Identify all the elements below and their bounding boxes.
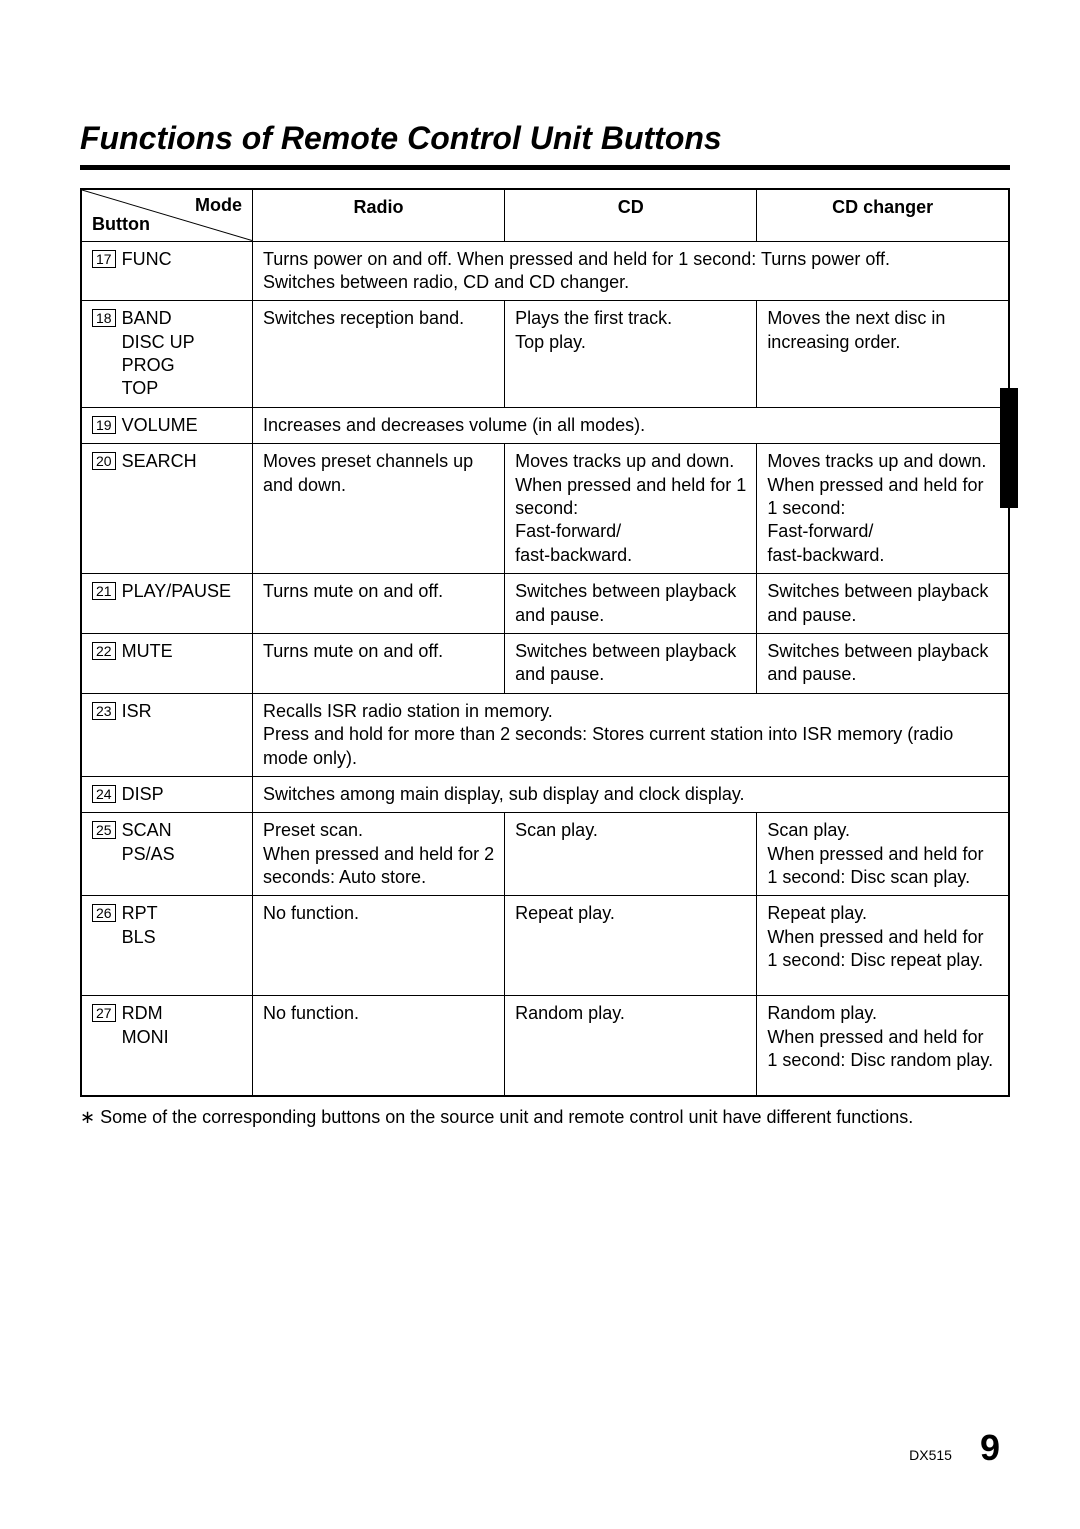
- header-cd: CD: [505, 189, 757, 241]
- ref-number: 25: [92, 821, 116, 839]
- button-cell: 21 PLAY/PAUSE: [81, 574, 252, 634]
- ref-number: 17: [92, 250, 116, 268]
- table-row: 17 FUNC Turns power on and off. When press…: [81, 241, 1009, 301]
- table-row: 18 BANDDISC UPPROGTOP Switches reception b…: [81, 301, 1009, 408]
- button-label: PLAY/PAUSE: [122, 580, 231, 603]
- header-cd-changer: CD changer: [757, 189, 1009, 241]
- table-row: 26 RPTBLS No function.Repeat play.Repeat p…: [81, 896, 1009, 996]
- button-label: RPTBLS: [122, 902, 158, 949]
- button-cell: 19 VOLUME: [81, 407, 252, 443]
- function-cell-changer: Random play.When pressed and held for 1 …: [757, 996, 1009, 1096]
- button-label: VOLUME: [122, 414, 198, 437]
- function-cell-cd: Plays the first track.Top play.: [505, 301, 757, 408]
- function-cell-cd: Moves tracks up and down.When pressed an…: [505, 444, 757, 574]
- function-cell-changer: Scan play.When pressed and held for 1 se…: [757, 813, 1009, 896]
- button-cell: 17 FUNC: [81, 241, 252, 301]
- function-cell-full: Recalls ISR radio station in memory.Pres…: [252, 693, 1009, 776]
- function-cell-radio: Switches reception band.: [252, 301, 504, 408]
- button-cell: 20 SEARCH: [81, 444, 252, 574]
- header-mode-label: Mode: [195, 194, 242, 217]
- function-cell-radio: Preset scan.When pressed and held for 2 …: [252, 813, 504, 896]
- table-row: 25 SCANPS/AS Preset scan.When pressed and …: [81, 813, 1009, 896]
- ref-number: 19: [92, 416, 116, 434]
- ref-number: 24: [92, 785, 116, 803]
- function-cell-changer: Moves tracks up and down.When pressed an…: [757, 444, 1009, 574]
- button-label: RDMMONI: [122, 1002, 169, 1049]
- table-row: 24 DISP Switches among main display, sub d…: [81, 776, 1009, 812]
- button-cell: 24 DISP: [81, 776, 252, 812]
- header-mode-button: Mode Button: [81, 189, 252, 241]
- page-footer: DX515 9: [909, 1427, 1000, 1469]
- title-rule: [80, 165, 1010, 170]
- function-cell-full: Increases and decreases volume (in all m…: [252, 407, 1009, 443]
- button-cell: 22 MUTE: [81, 633, 252, 693]
- button-cell: 25 SCANPS/AS: [81, 813, 252, 896]
- button-label: MUTE: [122, 640, 173, 663]
- functions-table: Mode Button Radio CD CD changer 17 FUNC Tu…: [80, 188, 1010, 1097]
- function-cell-radio: No function.: [252, 896, 504, 996]
- button-cell: 23 ISR: [81, 693, 252, 776]
- side-tab: [1000, 388, 1018, 508]
- function-cell-full: Switches among main display, sub display…: [252, 776, 1009, 812]
- button-label: SEARCH: [122, 450, 197, 473]
- function-cell-cd: Random play.: [505, 996, 757, 1096]
- function-cell-radio: No function.: [252, 996, 504, 1096]
- button-label: ISR: [122, 700, 152, 723]
- button-label: FUNC: [122, 248, 172, 271]
- button-label: SCANPS/AS: [122, 819, 175, 866]
- footnote: ∗ Some of the corresponding buttons on t…: [80, 1107, 1010, 1128]
- header-button-label: Button: [92, 213, 150, 236]
- table-row: 27 RDMMONI No function.Random play.Random …: [81, 996, 1009, 1096]
- function-cell-cd: Scan play.: [505, 813, 757, 896]
- button-cell: 18 BANDDISC UPPROGTOP: [81, 301, 252, 408]
- function-cell-radio: Turns mute on and off.: [252, 574, 504, 634]
- function-cell-cd: Switches between playback and pause.: [505, 574, 757, 634]
- function-cell-changer: Moves the next disc in increasing order.: [757, 301, 1009, 408]
- ref-number: 23: [92, 702, 116, 720]
- table-row: 20 SEARCH Moves preset channels up and dow…: [81, 444, 1009, 574]
- ref-number: 18: [92, 309, 116, 327]
- ref-number: 22: [92, 642, 116, 660]
- function-cell-cd: Switches between playback and pause.: [505, 633, 757, 693]
- button-cell: 26 RPTBLS: [81, 896, 252, 996]
- function-cell-cd: Repeat play.: [505, 896, 757, 996]
- page-number: 9: [980, 1427, 1000, 1469]
- function-cell-radio: Turns mute on and off.: [252, 633, 504, 693]
- ref-number: 26: [92, 904, 116, 922]
- table-row: 19 VOLUME Increases and decreases volume (…: [81, 407, 1009, 443]
- page-title: Functions of Remote Control Unit Buttons: [80, 120, 1010, 157]
- function-cell-full: Turns power on and off. When pressed and…: [252, 241, 1009, 301]
- table-row: 22MUTETurns mute on and off.Switches bet…: [81, 633, 1009, 693]
- header-radio: Radio: [252, 189, 504, 241]
- function-cell-changer: Switches between playback and pause.: [757, 574, 1009, 634]
- function-cell-changer: Repeat play.When pressed and held for 1 …: [757, 896, 1009, 996]
- function-cell-changer: Switches between playback and pause.: [757, 633, 1009, 693]
- model-number: DX515: [909, 1447, 952, 1463]
- button-label: BANDDISC UPPROGTOP: [122, 307, 195, 401]
- button-label: DISP: [122, 783, 164, 806]
- ref-number: 20: [92, 452, 116, 470]
- table-row: 23 ISR Recalls ISR radio station in memory…: [81, 693, 1009, 776]
- ref-number: 27: [92, 1004, 116, 1022]
- ref-number: 21: [92, 582, 116, 600]
- function-cell-radio: Moves preset channels up and down.: [252, 444, 504, 574]
- button-cell: 27 RDMMONI: [81, 996, 252, 1096]
- table-row: 21PLAY/PAUSETurns mute on and off.Switch…: [81, 574, 1009, 634]
